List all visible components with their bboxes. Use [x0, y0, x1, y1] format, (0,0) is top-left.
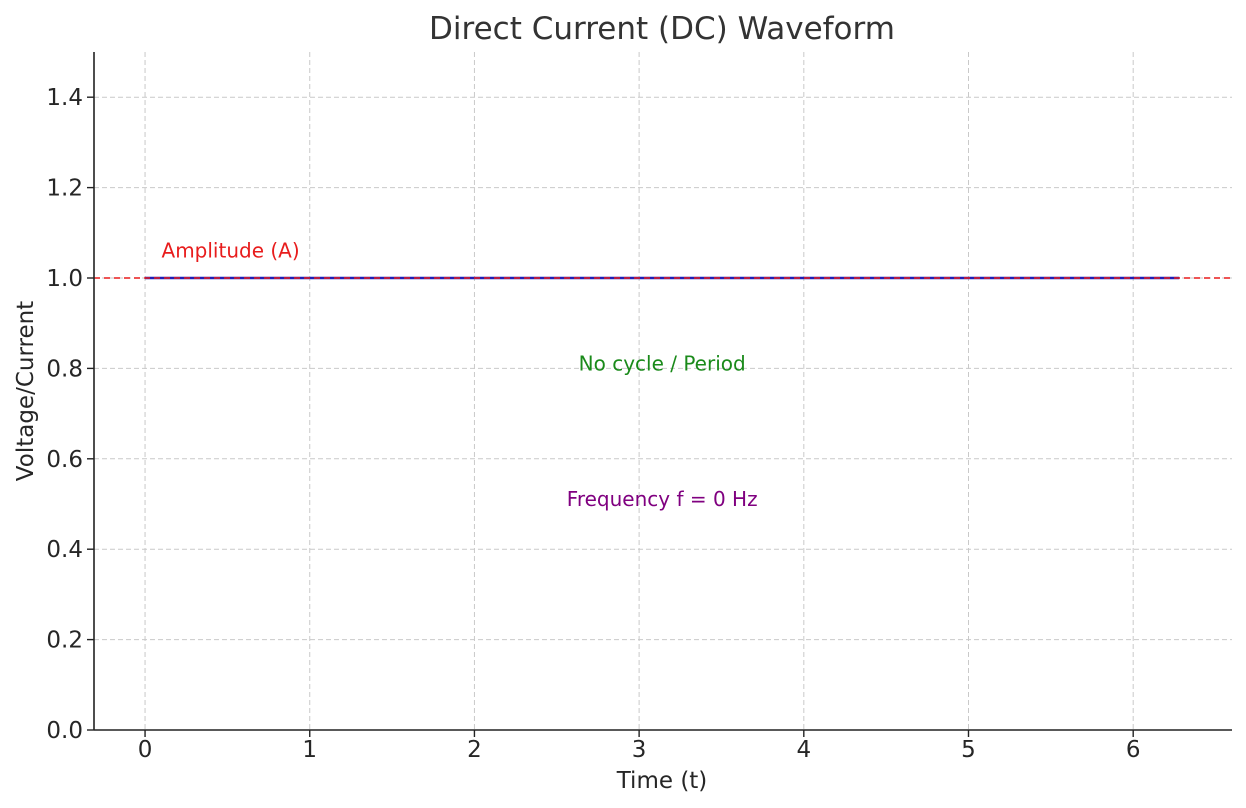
grid-lines: [94, 52, 1232, 730]
x-tick-label: 4: [796, 737, 811, 763]
chart-title: Direct Current (DC) Waveform: [429, 11, 895, 47]
x-axis-ticks: 0 1 2 3 4 5 6: [138, 730, 1141, 763]
annotations: Amplitude (A) No cycle / Period Frequency …: [162, 238, 758, 511]
period-annotation: No cycle / Period: [579, 351, 746, 375]
frequency-annotation: Frequency f = 0 Hz: [567, 487, 758, 511]
y-tick-label: 0.4: [46, 537, 83, 563]
x-tick-label: 6: [1126, 737, 1141, 763]
y-axis-ticks: 0.0 0.2 0.4 0.6 0.8 1.0 1.2 1.4: [46, 85, 94, 744]
y-tick-label: 1.2: [46, 176, 83, 202]
x-tick-label: 2: [467, 737, 482, 763]
axes: [93, 52, 1232, 731]
y-axis-label: Voltage/Current: [13, 301, 39, 481]
amplitude-annotation: Amplitude (A): [162, 238, 300, 262]
x-tick-label: 0: [138, 737, 153, 763]
y-tick-label: 0.8: [46, 356, 83, 382]
y-tick-label: 1.0: [46, 266, 83, 292]
x-tick-label: 1: [302, 737, 317, 763]
y-tick-label: 0.6: [46, 447, 83, 473]
x-tick-label: 5: [961, 737, 976, 763]
y-tick-label: 0.0: [46, 718, 83, 744]
y-tick-label: 1.4: [46, 85, 83, 111]
x-axis-label: Time (t): [616, 768, 708, 794]
x-tick-label: 3: [632, 737, 647, 763]
y-tick-label: 0.2: [46, 628, 83, 654]
